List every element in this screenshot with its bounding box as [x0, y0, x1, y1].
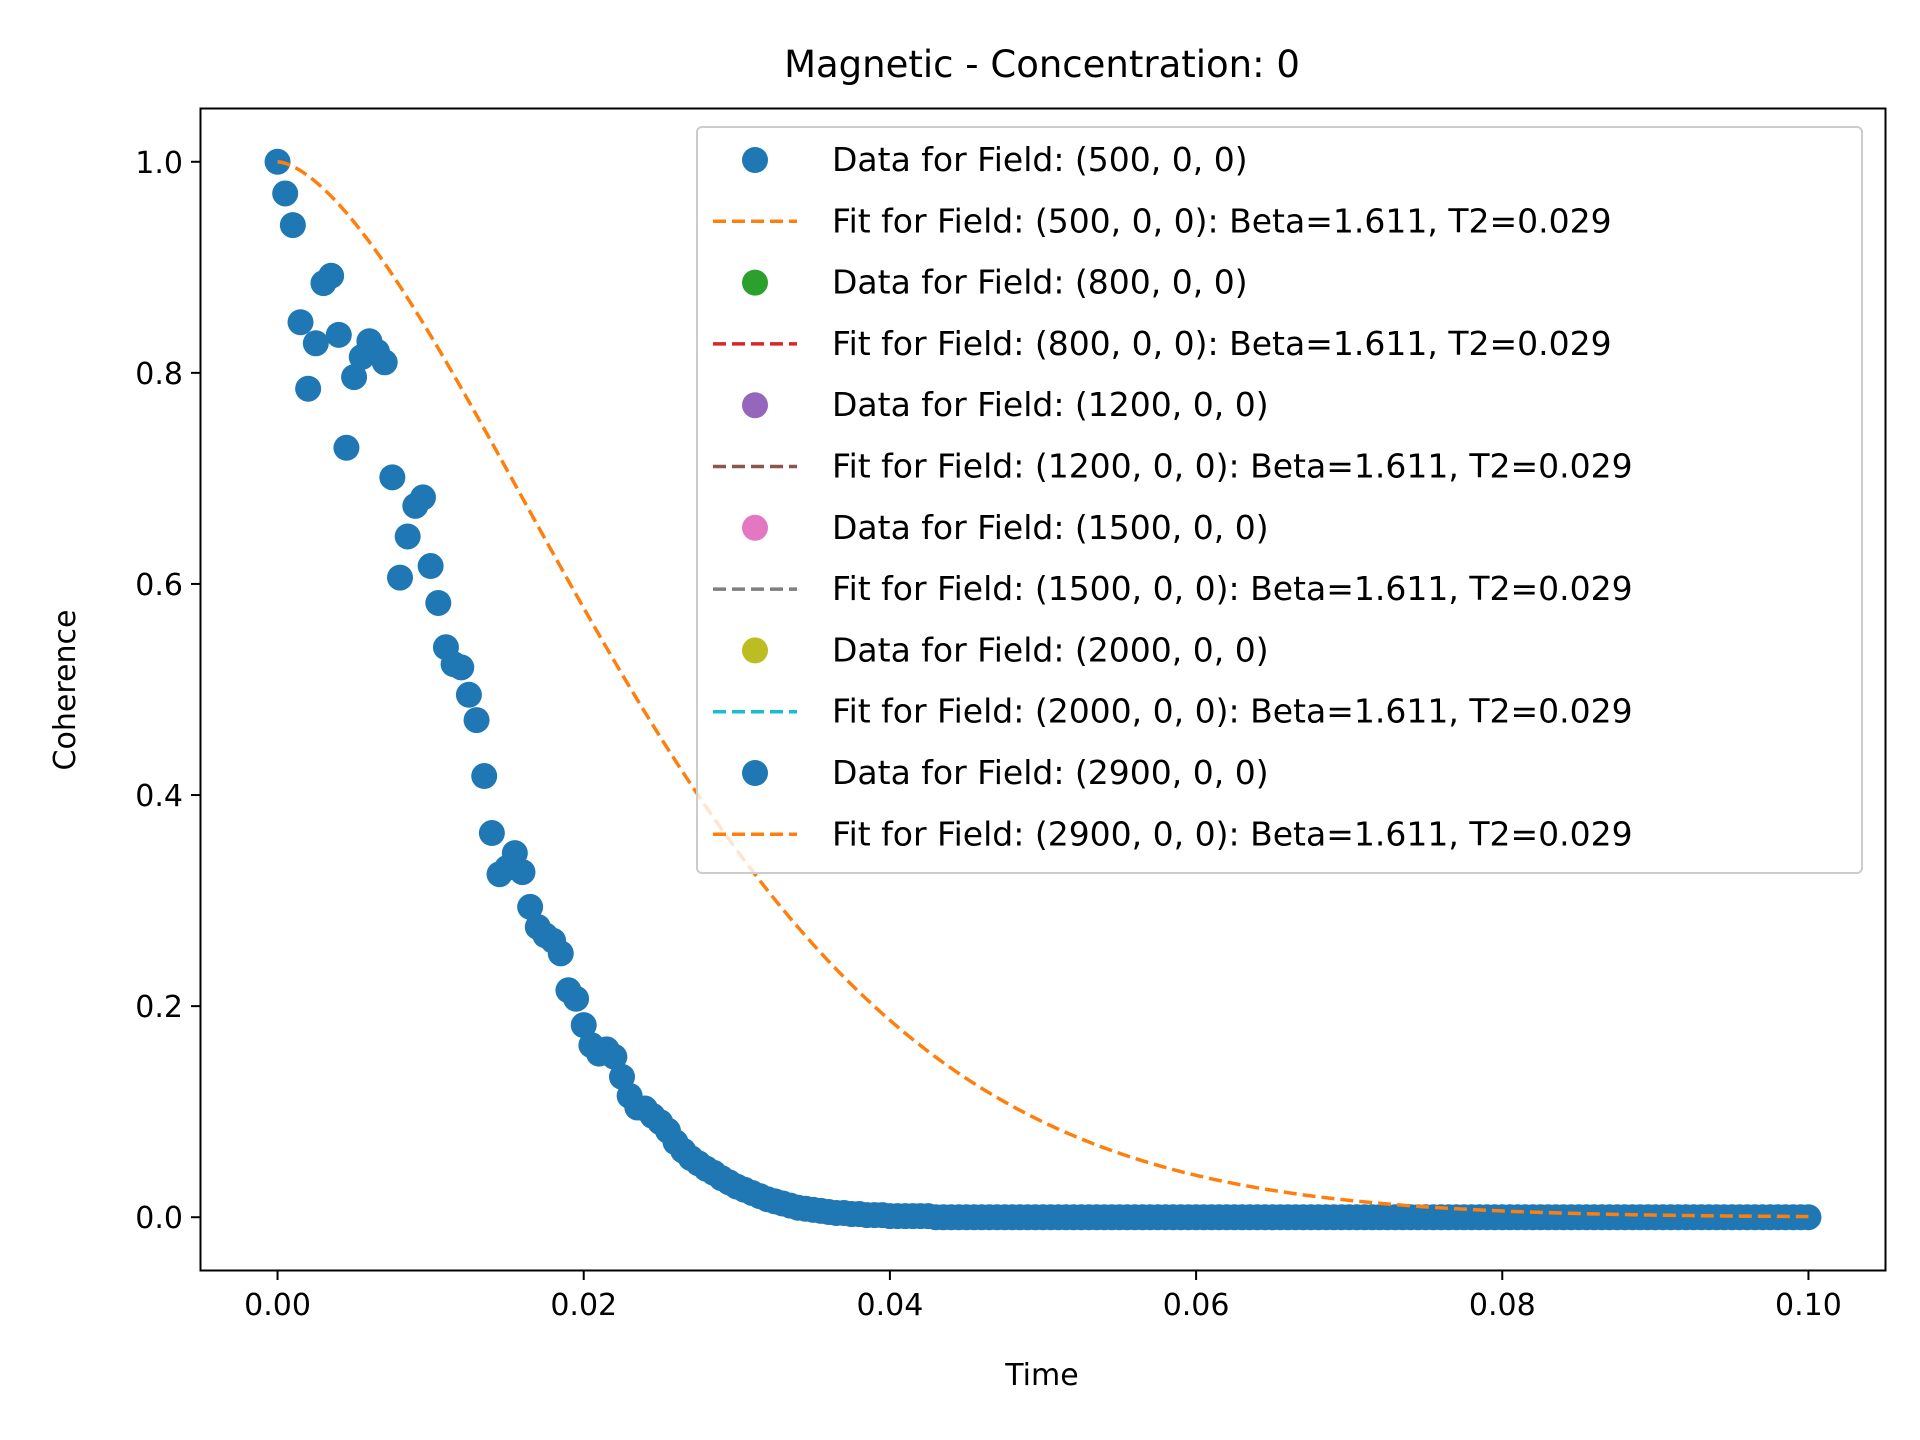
data-point: [563, 985, 590, 1012]
legend-frame: [696, 126, 1863, 874]
data-point: [517, 893, 544, 920]
y-tick-label: 0.0: [135, 1201, 183, 1236]
data-point: [318, 262, 345, 289]
legend-label: Data for Field: (1200, 0, 0): [832, 385, 1269, 424]
x-tick-label: 0.02: [550, 1288, 617, 1323]
x-tick-label: 0.06: [1163, 1288, 1230, 1323]
data-point: [471, 763, 498, 790]
data-point: [425, 589, 452, 616]
legend-item: Fit for Field: (800, 0, 0): Beta=1.611, …: [713, 324, 1612, 363]
legend-label: Fit for Field: (500, 0, 0): Beta=1.611, …: [832, 201, 1612, 240]
data-point: [448, 654, 475, 681]
legend-item: Data for Field: (1500, 0, 0): [742, 508, 1269, 547]
x-axis-label: Time: [1004, 1358, 1078, 1393]
legend-item: Data for Field: (800, 0, 0): [742, 263, 1248, 302]
legend-item: Fit for Field: (2900, 0, 0): Beta=1.611,…: [713, 814, 1633, 853]
x-tick-label: 0.04: [857, 1288, 924, 1323]
legend-item: Fit for Field: (500, 0, 0): Beta=1.611, …: [713, 201, 1612, 240]
y-tick-label: 0.6: [135, 568, 183, 603]
data-point: [295, 375, 322, 402]
fit-curve: [277, 160, 1809, 1219]
legend-label: Data for Field: (2900, 0, 0): [832, 753, 1269, 792]
y-tick-label: 0.2: [135, 990, 183, 1025]
data-point: [570, 1012, 597, 1039]
data-point: [272, 180, 299, 207]
legend-marker: [742, 269, 768, 296]
data-point: [387, 564, 414, 591]
y-axis: 0.0 0.2 0.4 0.6 0.8 1.0: [135, 146, 201, 1236]
data-point: [478, 820, 505, 847]
legend-label: Fit for Field: (800, 0, 0): Beta=1.611, …: [832, 324, 1612, 363]
legend-label: Data for Field: (500, 0, 0): [832, 140, 1248, 179]
data-point: [379, 464, 406, 491]
x-tick-label: 0.10: [1775, 1288, 1842, 1323]
data-point: [279, 212, 306, 239]
y-axis-label: Coherence: [48, 610, 83, 771]
legend-label: Fit for Field: (2900, 0, 0): Beta=1.611,…: [832, 814, 1633, 853]
data-point: [287, 309, 314, 336]
data-point: [325, 321, 352, 348]
data-point: [371, 349, 398, 376]
legend-marker: [742, 514, 768, 541]
data-point: [409, 484, 436, 511]
x-axis: 0.00 0.02 0.04 0.06 0.08 0.10: [244, 1270, 1842, 1323]
plot-area: [264, 148, 1822, 1231]
legend-item: Data for Field: (2000, 0, 0): [742, 630, 1269, 669]
data-point: [417, 553, 444, 580]
legend-label: Data for Field: (1500, 0, 0): [832, 508, 1269, 547]
data-point: [509, 859, 536, 886]
data-point: [394, 523, 421, 550]
axes-frame: [199, 107, 1887, 1272]
legend-item: Fit for Field: (1500, 0, 0): Beta=1.611,…: [713, 569, 1633, 608]
data-point: [302, 330, 329, 357]
data-point: [455, 681, 482, 708]
x-tick-label: 0.08: [1469, 1288, 1536, 1323]
legend-marker: [742, 637, 768, 664]
legend-label: Fit for Field: (2000, 0, 0): Beta=1.611,…: [832, 692, 1633, 731]
legend-label: Fit for Field: (1200, 0, 0): Beta=1.611,…: [832, 447, 1633, 486]
chart-title: Magnetic - Concentration: 0: [784, 43, 1300, 86]
x-tick-label: 0.00: [244, 1288, 311, 1323]
data-point: [341, 364, 368, 391]
legend-label: Data for Field: (2000, 0, 0): [832, 630, 1269, 669]
legend-marker: [742, 760, 768, 786]
y-tick-label: 1.0: [135, 146, 183, 181]
y-tick-label: 0.4: [135, 779, 183, 814]
y-tick-label: 0.8: [135, 357, 183, 392]
legend-marker: [742, 392, 768, 419]
data-point: [601, 1043, 628, 1070]
legend-item: Data for Field: (500, 0, 0): [742, 140, 1248, 179]
legend-label: Fit for Field: (1500, 0, 0): Beta=1.611,…: [832, 569, 1633, 608]
legend-item: Data for Field: (2900, 0, 0): [742, 753, 1269, 792]
legend-label: Data for Field: (800, 0, 0): [832, 263, 1248, 302]
data-point: [333, 434, 360, 461]
data-point: [1795, 1204, 1822, 1231]
legend: Data for Field: (500, 0, 0) Fit for Field…: [696, 126, 1863, 874]
legend-item: Fit for Field: (1200, 0, 0): Beta=1.611,…: [713, 447, 1633, 486]
data-point: [547, 940, 574, 967]
legend-marker: [742, 147, 768, 173]
legend-item: Fit for Field: (2000, 0, 0): Beta=1.611,…: [713, 692, 1633, 731]
data-point: [463, 707, 490, 734]
legend-item: Data for Field: (1200, 0, 0): [742, 385, 1269, 424]
